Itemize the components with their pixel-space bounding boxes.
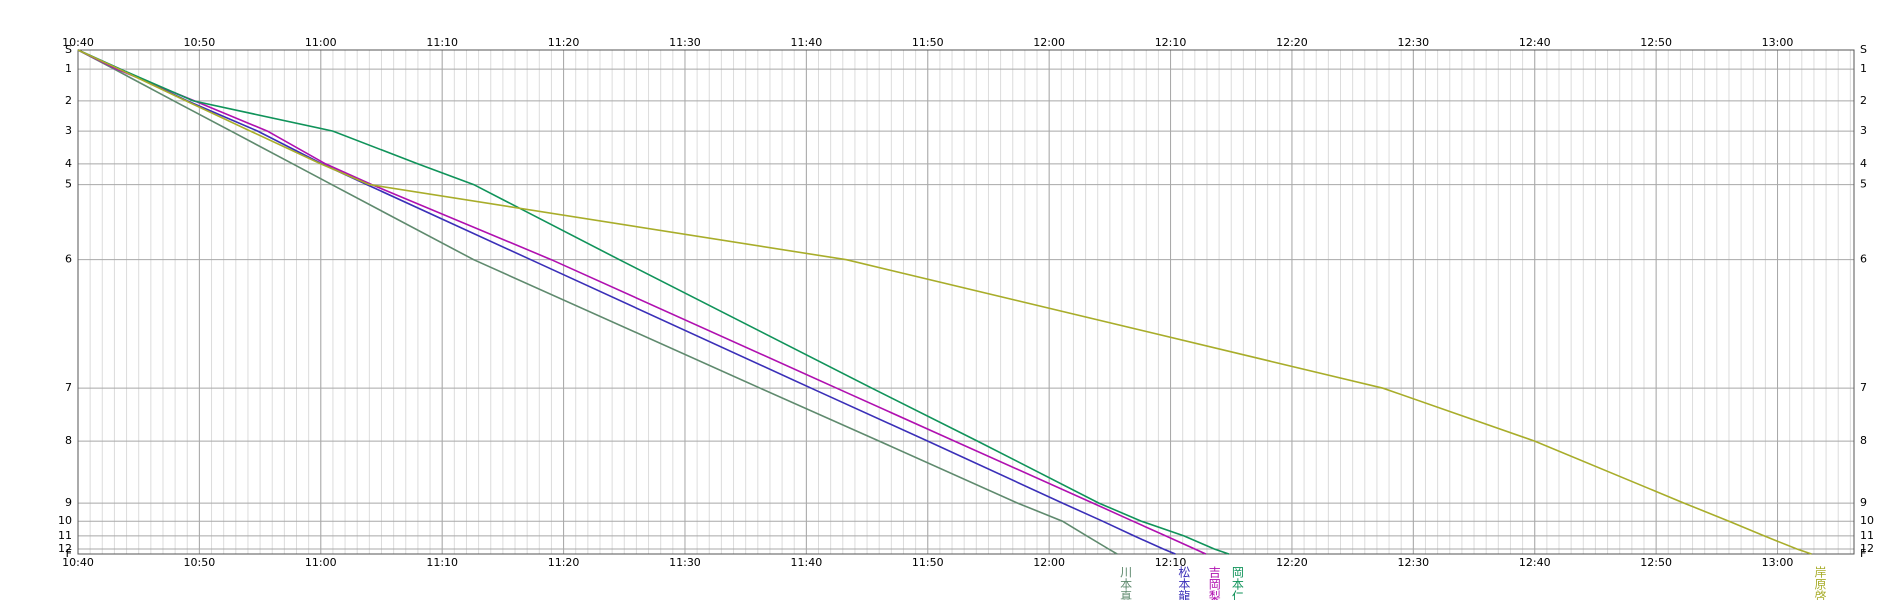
x-tick-label-bottom: 11:40 <box>791 556 823 569</box>
x-tick-label-top: 12:20 <box>1276 36 1308 49</box>
series-line <box>77 49 1230 555</box>
series-line <box>77 49 1207 555</box>
x-tick-label-top: 11:30 <box>669 36 701 49</box>
x-tick-label-bottom: 12:30 <box>1397 556 1429 569</box>
x-tick-label-top: 13:00 <box>1762 36 1794 49</box>
x-tick-label-top: 11:00 <box>305 36 337 49</box>
x-tick-label-top: 10:50 <box>184 36 216 49</box>
y-tick-label-right: 9 <box>1860 496 1867 509</box>
x-tick-label-top: 12:50 <box>1640 36 1672 49</box>
series-line <box>77 49 1176 555</box>
x-tick-label-top: 12:00 <box>1033 36 1065 49</box>
x-tick-label-bottom: 11:10 <box>426 556 458 569</box>
y-tick-label-left: S <box>65 43 72 56</box>
y-tick-label-left: 9 <box>65 496 72 509</box>
y-tick-label-left: 7 <box>65 381 72 394</box>
y-tick-label-left: 1 <box>65 62 72 75</box>
x-tick-label-bottom: 13:00 <box>1762 556 1794 569</box>
y-tick-label-right: 11 <box>1860 529 1874 542</box>
x-tick-label-top: 12:10 <box>1155 36 1187 49</box>
x-tick-label-top: 10:40 <box>62 36 94 49</box>
y-tick-label-left: 2 <box>65 94 72 107</box>
y-tick-label-right: 12 <box>1860 542 1874 555</box>
y-tick-label-left: 12 <box>58 542 72 555</box>
x-tick-label-bottom: 12:40 <box>1519 556 1551 569</box>
x-tick-label-top: 11:40 <box>791 36 823 49</box>
x-tick-label-bottom: 11:00 <box>305 556 337 569</box>
x-tick-label-top: 12:30 <box>1397 36 1429 49</box>
runner-name: 岸原啓 <box>1813 566 1827 600</box>
x-tick-label-top: 11:50 <box>912 36 944 49</box>
y-tick-label-right: 3 <box>1860 124 1867 137</box>
y-tick-label-right: 4 <box>1860 157 1867 170</box>
y-tick-label-right: 8 <box>1860 434 1867 447</box>
x-tick-label-bottom: 10:40 <box>62 556 94 569</box>
series-line <box>77 49 1118 555</box>
y-tick-label-left: 11 <box>58 529 72 542</box>
y-tick-label-right: S <box>1860 43 1867 56</box>
y-tick-label-left: 6 <box>65 253 72 266</box>
runner-name: 川本真 <box>1119 566 1133 600</box>
series-line <box>77 49 1812 555</box>
y-tick-label-right: 1 <box>1860 62 1867 75</box>
y-tick-label-left: 8 <box>65 434 72 447</box>
y-tick-label-left: 4 <box>65 157 72 170</box>
y-tick-label-right: 7 <box>1860 381 1867 394</box>
runner-name: 松本龍 <box>1177 566 1191 600</box>
runner-name: 吉岡梨 <box>1207 566 1221 600</box>
runner-name: 岡本仁 <box>1230 566 1244 600</box>
x-tick-label-top: 12:40 <box>1519 36 1551 49</box>
x-tick-label-bottom: 11:20 <box>548 556 580 569</box>
y-tick-label-left: 10 <box>58 514 72 527</box>
x-tick-label-bottom: 11:50 <box>912 556 944 569</box>
x-tick-label-top: 11:20 <box>548 36 580 49</box>
x-tick-label-bottom: 10:50 <box>184 556 216 569</box>
y-tick-label-left: 3 <box>65 124 72 137</box>
y-tick-label-right: 2 <box>1860 94 1867 107</box>
plot-frame <box>77 49 1855 555</box>
x-tick-label-bottom: 12:00 <box>1033 556 1065 569</box>
x-tick-label-bottom: 11:30 <box>669 556 701 569</box>
x-tick-label-bottom: 12:50 <box>1640 556 1672 569</box>
y-tick-label-left: F <box>66 547 72 560</box>
y-tick-label-right: 5 <box>1860 178 1867 191</box>
x-tick-label-bottom: 12:20 <box>1276 556 1308 569</box>
y-tick-label-right: F <box>1860 547 1866 560</box>
y-tick-label-left: 5 <box>65 178 72 191</box>
y-tick-label-right: 6 <box>1860 253 1867 266</box>
x-tick-label-top: 11:10 <box>426 36 458 49</box>
y-tick-label-right: 10 <box>1860 514 1874 527</box>
x-tick-label-bottom: 12:10 <box>1155 556 1187 569</box>
